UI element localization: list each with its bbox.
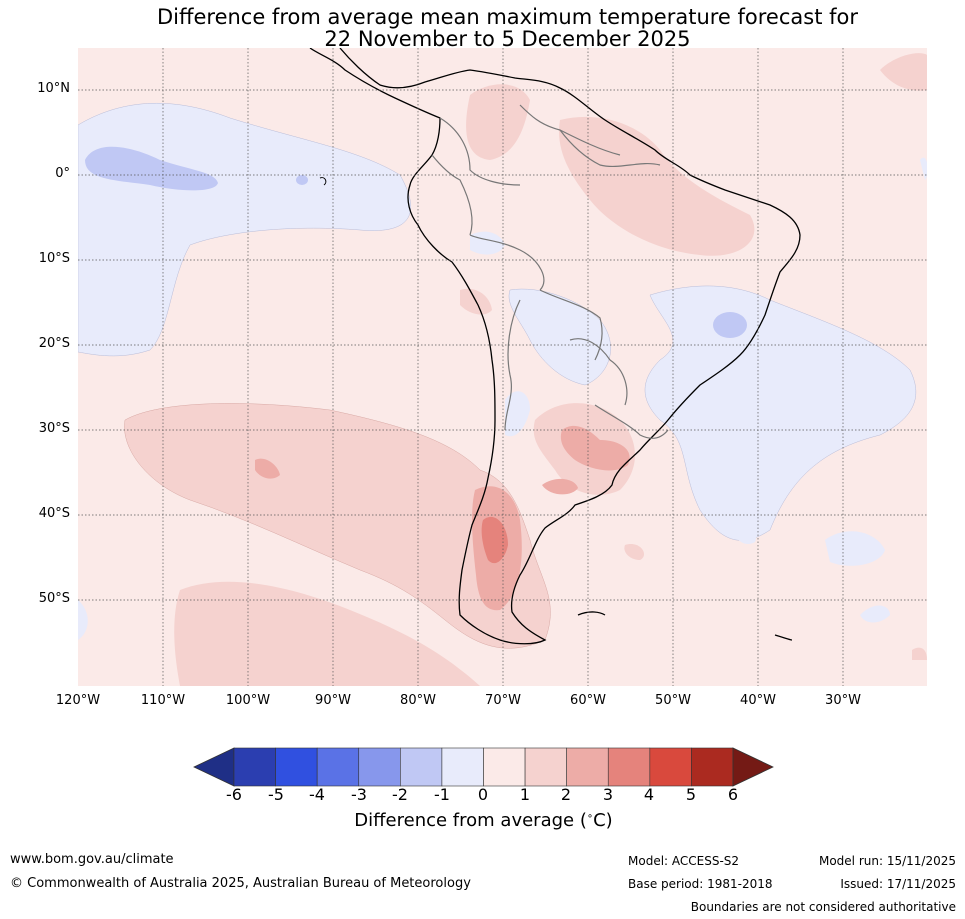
cool-anomaly-southwest	[78, 600, 88, 640]
colorbar-tick-label: 3	[602, 785, 614, 804]
galapagos	[319, 177, 327, 186]
lat-label: 40°S	[38, 506, 70, 521]
cool-anomaly-east-edge	[920, 157, 927, 180]
colorbar-tick-label: 6	[727, 785, 739, 804]
colorbar-label: Difference from average (∘C)	[354, 810, 613, 831]
border-uruguay	[594, 404, 669, 439]
lon-label: 90°W	[315, 693, 351, 708]
cool-anomaly-bolivia	[508, 288, 611, 386]
lat-label: 50°S	[38, 591, 70, 606]
warm-anomaly-small	[624, 543, 645, 560]
warm-anomaly-uruguay	[560, 425, 630, 471]
warm-anomaly-pacific-spot	[255, 458, 280, 479]
colorbar-segment	[524, 747, 567, 787]
lat-label: 20°S	[38, 336, 70, 351]
colorbar-segment	[316, 747, 360, 787]
warm-anomaly-edge	[912, 647, 927, 660]
colorbar-extend-high	[732, 747, 774, 787]
footer-base-period: Base period: 1981-2018	[628, 877, 773, 891]
coastlines	[309, 48, 801, 645]
map-title-line2: 22 November to 5 December 2025	[324, 27, 691, 51]
lat-label: 10°S	[38, 251, 70, 266]
lat-label: 10°N	[37, 81, 70, 96]
border-chile-argentina	[504, 299, 521, 431]
lon-label: 110°W	[140, 693, 186, 708]
cool-anomaly-small	[296, 175, 308, 185]
colorbar-segment	[400, 747, 443, 787]
lon-label: 30°W	[825, 693, 861, 708]
border-paraguay	[569, 338, 628, 406]
colorbar-label-main: Difference from average (	[354, 810, 587, 831]
border-guianas	[559, 129, 661, 168]
border-ecuador	[431, 154, 473, 236]
colorbar-label-unit: C)	[593, 810, 613, 831]
border-bolivia	[539, 289, 603, 361]
colorbar-segment	[607, 747, 651, 787]
colorbar-tick-label: 1	[519, 785, 531, 804]
colorbar-segment	[441, 747, 484, 787]
lon-label: 40°W	[740, 693, 776, 708]
footer-model: Model: ACCESS-S2	[628, 854, 740, 868]
colorbar-tick-label: -2	[392, 785, 408, 804]
colorbar-tick-label: -4	[309, 785, 325, 804]
lon-label: 70°W	[485, 693, 521, 708]
cool-anomaly-south-atlantic-2	[734, 523, 757, 545]
warm-anomaly-pampas	[542, 478, 578, 495]
lon-label: 100°W	[225, 693, 271, 708]
country-borders	[431, 104, 669, 439]
colorbar-extend-low	[193, 747, 235, 787]
south-georgia	[774, 634, 793, 641]
cool-anomaly-chile	[505, 391, 530, 437]
warm-anomaly-patagonia-core	[481, 516, 508, 564]
south-america-coastline	[309, 48, 801, 645]
lon-label: 120°W	[55, 693, 101, 708]
colorbar-segment	[566, 747, 609, 787]
map-title-line1: Difference from average mean maximum tem…	[157, 5, 858, 29]
colorbar-tick-label: -6	[226, 785, 242, 804]
colorbar-segment	[691, 747, 734, 787]
footer-disclaimer: Boundaries are not considered authoritat…	[690, 900, 956, 914]
cool-anomaly-atlantic	[644, 285, 917, 541]
cool-anomaly-south-atlantic	[825, 531, 885, 566]
cool-anomaly-atlantic-core	[713, 312, 747, 338]
border-colombia	[439, 117, 521, 186]
lat-label: 0°	[55, 166, 70, 181]
lon-label: 50°W	[655, 693, 691, 708]
warm-anomaly-southern-ocean	[174, 581, 480, 686]
colorbar-segment	[649, 747, 692, 787]
colorbar-tick-label: -3	[351, 785, 367, 804]
footer-url[interactable]: www.bom.gov.au/climate	[10, 852, 174, 867]
falkland-islands	[577, 611, 606, 616]
warm-anomaly-north-atlantic	[880, 53, 927, 91]
anomaly-field	[78, 48, 927, 686]
cool-anomaly-southeast	[860, 605, 890, 623]
colorbar-tick-label: 2	[560, 785, 572, 804]
colorbar-segments	[233, 747, 734, 787]
lon-label: 80°W	[400, 693, 436, 708]
colorbar-tick-label: 4	[643, 785, 655, 804]
footer-copyright: © Commonwealth of Australia 2025, Austra…	[10, 876, 471, 891]
footer-model-run: Model run: 15/11/2025	[818, 854, 956, 868]
colorbar-tick-label: 0	[477, 785, 489, 804]
colorbar-tick-label: 5	[685, 785, 697, 804]
colorbar	[193, 747, 774, 787]
colorbar-tick-label: -1	[434, 785, 450, 804]
colorbar-segment	[233, 747, 276, 787]
colorbar-segment	[483, 747, 526, 787]
cool-anomaly-pacific-core	[85, 146, 218, 191]
warm-anomaly-colombia	[466, 84, 530, 160]
colorbar-segment	[358, 747, 401, 787]
graticule	[78, 48, 927, 686]
lat-label: 30°S	[38, 421, 70, 436]
warm-anomaly-southeast-pacific	[124, 403, 551, 649]
lon-label: 60°W	[570, 693, 606, 708]
border-peru-brazil	[469, 234, 545, 291]
colorbar-segment	[275, 747, 318, 787]
footer-issued: Issued: 17/11/2025	[840, 877, 956, 891]
colorbar-tick-label: -5	[268, 785, 284, 804]
